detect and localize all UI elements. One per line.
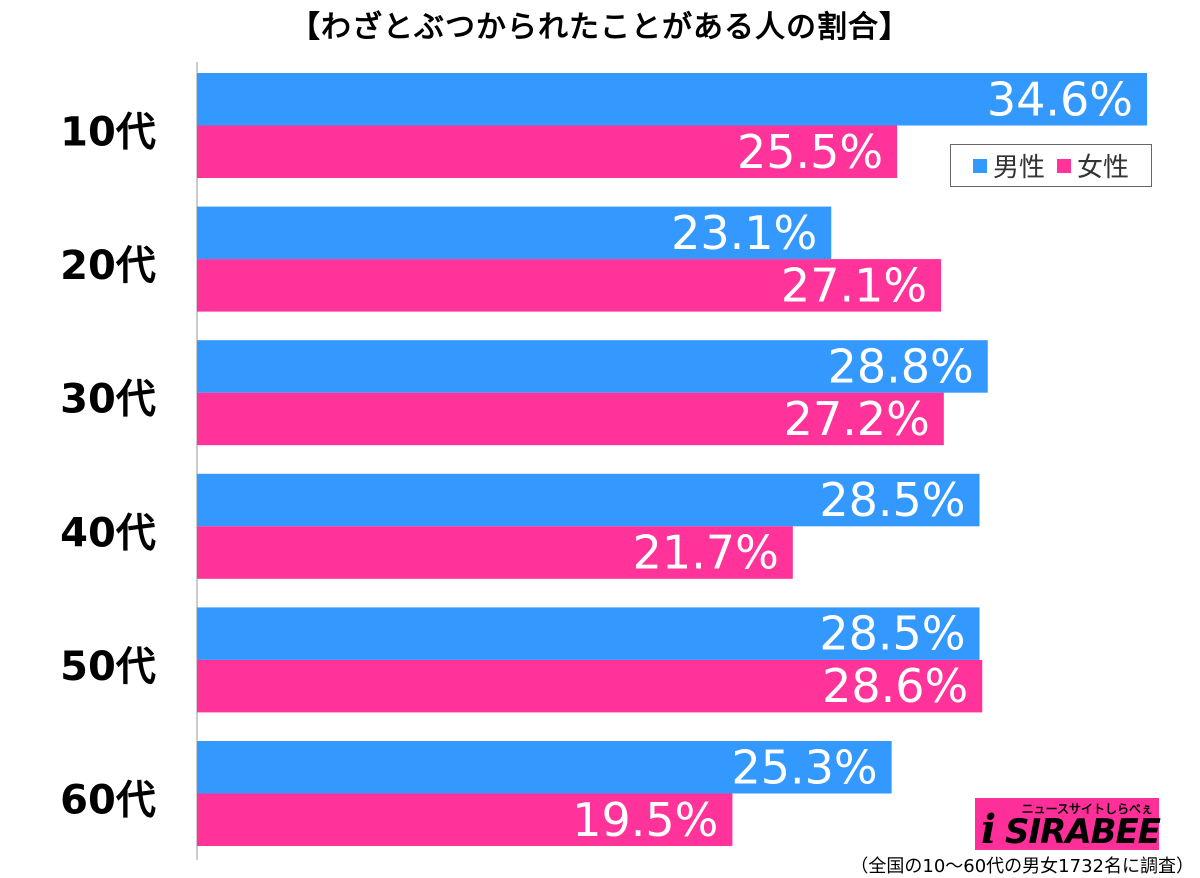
value-label-male: 28.8% xyxy=(828,339,974,393)
value-label-male: 25.3% xyxy=(732,740,878,794)
legend-swatch-male xyxy=(972,158,987,173)
legend-item-female: 女性 xyxy=(1057,147,1129,184)
category-label: 40代 xyxy=(60,510,156,556)
value-label-female: 27.1% xyxy=(781,258,927,312)
value-label-female: 21.7% xyxy=(633,526,779,580)
bar-male xyxy=(197,607,980,660)
sirabee-logo: i ニュースサイトしらべぇ SIRABEE xyxy=(975,798,1161,853)
bar-male xyxy=(197,741,892,794)
legend-label-female: 女性 xyxy=(1077,153,1130,183)
logo-wordmark: SIRABEE xyxy=(1005,812,1161,852)
category-label: 20代 xyxy=(60,243,156,289)
bar-female xyxy=(197,526,793,579)
bar-female xyxy=(197,259,942,312)
category-label: 60代 xyxy=(60,778,156,824)
bar-female xyxy=(197,793,733,846)
bar-female xyxy=(197,392,944,446)
value-label-female: 27.2% xyxy=(784,392,930,446)
value-label-female: 28.6% xyxy=(822,659,968,713)
bar-female xyxy=(197,125,898,178)
legend-label-male: 男性 xyxy=(992,153,1045,183)
value-label-male: 34.6% xyxy=(987,72,1133,126)
survey-footnote: （全国の10〜60代の男女1732名に調査） xyxy=(850,856,1194,877)
logo-i-icon: i xyxy=(981,806,997,853)
category-label: 10代 xyxy=(60,110,156,156)
bar-male xyxy=(197,206,832,260)
logo-subtitle: ニュースサイトしらべぇ xyxy=(1021,802,1153,816)
bar-male xyxy=(197,473,980,527)
value-label-male: 23.1% xyxy=(671,206,817,260)
legend-item-male: 男性 xyxy=(972,147,1045,184)
chart-title: 【わざとぶつかられたことがある人の割合】 xyxy=(290,10,910,45)
bar-female xyxy=(197,659,983,713)
value-label-female: 19.5% xyxy=(572,793,718,847)
legend: 男性 女性 xyxy=(950,144,1152,187)
value-label-female: 25.5% xyxy=(737,125,883,179)
value-label-male: 28.5% xyxy=(819,473,965,527)
bar-male xyxy=(197,340,988,393)
category-label: 30代 xyxy=(60,377,156,423)
value-label-male: 28.5% xyxy=(819,607,965,661)
category-label: 50代 xyxy=(60,644,156,690)
legend-swatch-female xyxy=(1057,158,1071,173)
bar-male xyxy=(197,73,1147,126)
